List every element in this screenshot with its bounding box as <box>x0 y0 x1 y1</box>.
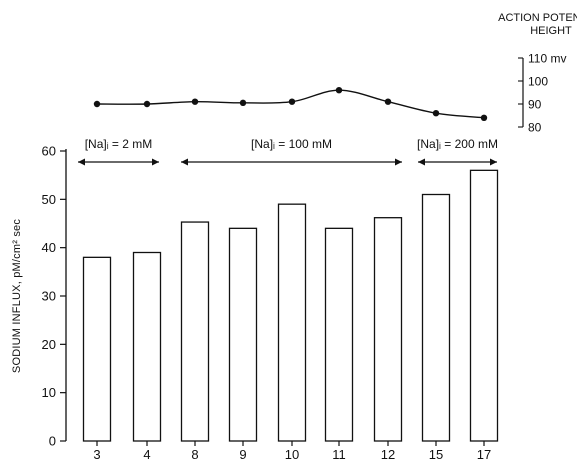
x-tick-label: 9 <box>239 447 246 460</box>
y-tick-label: 30 <box>42 289 56 304</box>
x-tick-label: 11 <box>332 447 346 460</box>
range-label: [Na]ᵢ = 100 mM <box>251 137 332 151</box>
range-arrow-right-head <box>490 158 497 166</box>
y-tick-label: 40 <box>42 240 56 255</box>
ap-tick-label: 80 <box>528 121 542 135</box>
range-arrow-right-head <box>395 158 402 166</box>
bar <box>324 227 354 442</box>
y-tick-label: 10 <box>42 385 56 400</box>
x-tick-label: 10 <box>285 447 299 460</box>
ap-point <box>93 100 101 108</box>
range-label: [Na]ᵢ = 2 mM <box>85 137 153 151</box>
bar <box>469 169 499 442</box>
bar <box>82 256 112 442</box>
bar <box>421 193 451 442</box>
bar <box>373 217 403 442</box>
x-tick-label: 3 <box>93 447 100 460</box>
range-arrow-left-head <box>181 158 188 166</box>
x-tick-label: 17 <box>477 447 491 460</box>
ap-point <box>480 114 488 122</box>
ap-title-line: HEIGHT <box>530 25 572 37</box>
x-tick-label: 12 <box>381 447 395 460</box>
x-tick-label: 4 <box>143 447 150 460</box>
bar <box>277 203 307 442</box>
bar <box>228 227 258 442</box>
range-arrow-right-head <box>152 158 159 166</box>
ap-tick-label: 90 <box>528 98 542 112</box>
range-label: [Na]ᵢ = 200 mM <box>417 137 498 151</box>
y-tick-label: 50 <box>42 192 56 207</box>
ap-point <box>288 98 296 105</box>
y-tick-label: 0 <box>49 434 56 449</box>
x-tick-label: 15 <box>429 447 443 460</box>
ap-point <box>191 98 199 105</box>
bar <box>180 221 210 442</box>
ap-point <box>432 110 440 117</box>
y-tick-label: 60 <box>42 144 56 159</box>
ap-point <box>239 99 247 107</box>
ap-point <box>335 87 343 94</box>
x-tick-label: 8 <box>191 447 198 460</box>
ap-title-line: ACTION POTENTIAL <box>498 12 577 24</box>
ap-point <box>384 98 392 105</box>
range-arrow-left-head <box>418 158 425 166</box>
range-arrow-left-head <box>78 158 85 166</box>
ap-tick-label: 100 <box>528 75 548 89</box>
ap-tick-label: 110 mv <box>528 52 566 66</box>
y-axis-title: SODIUM INFLUX, pM/cm² sec <box>11 219 23 373</box>
bar <box>132 251 162 442</box>
ap-point <box>143 100 151 108</box>
y-tick-label: 20 <box>42 337 56 352</box>
